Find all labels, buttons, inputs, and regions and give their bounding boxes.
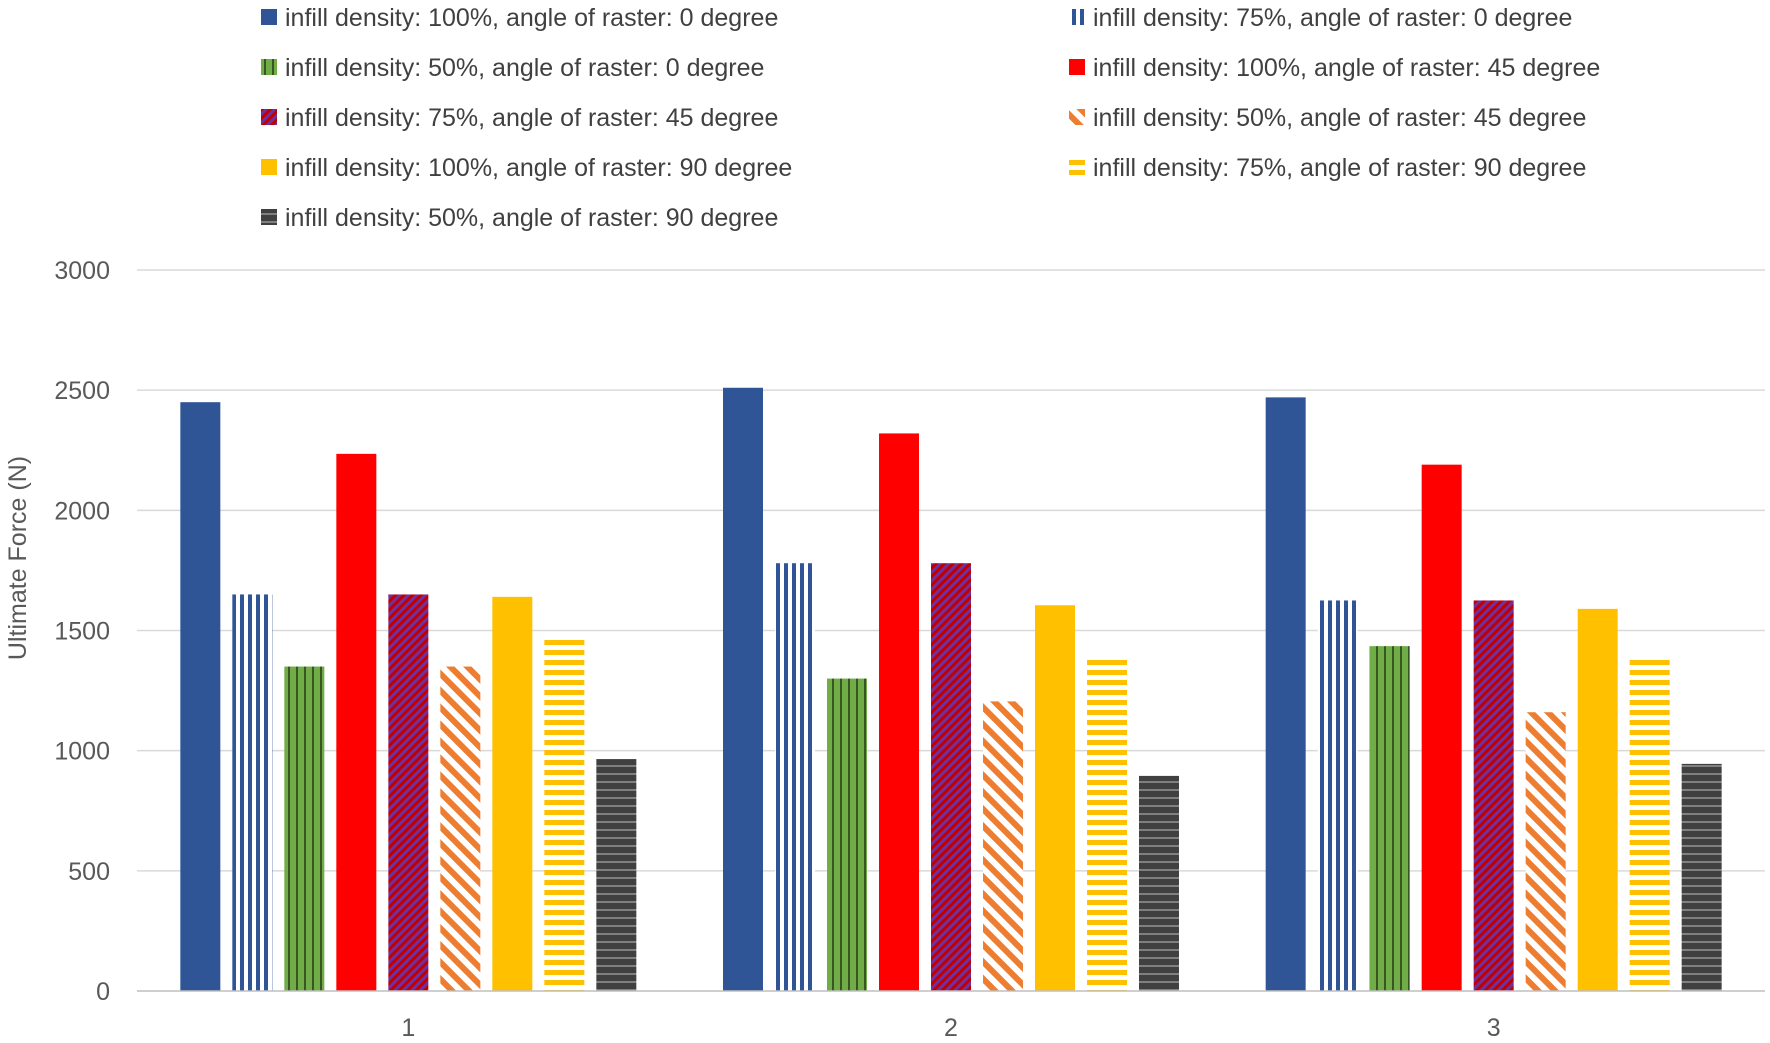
bar	[931, 563, 971, 991]
legend-item: infill density: 75%, angle of raster: 0 …	[1069, 4, 1572, 32]
legend-swatch	[1069, 59, 1085, 75]
legend-swatch	[261, 9, 277, 25]
legend-item: infill density: 50%, angle of raster: 0 …	[261, 54, 764, 82]
legend-label: infill density: 75%, angle of raster: 45…	[285, 104, 778, 132]
legend-swatch	[1069, 109, 1085, 125]
y-tick-label: 2000	[54, 497, 110, 525]
x-tick-label: 1	[401, 1014, 415, 1042]
y-tick-label: 1500	[54, 618, 110, 646]
y-tick-label: 1000	[54, 738, 110, 766]
y-axis-ticks: 0 500 1000 1500 2000 2500 3000	[54, 257, 110, 1006]
x-axis-ticks: 1 2 3	[401, 1014, 1500, 1042]
y-tick-label: 500	[68, 858, 110, 886]
legend-item: infill density: 75%, angle of raster: 90…	[1069, 154, 1586, 182]
bar	[596, 759, 637, 991]
legend-label: infill density: 100%, angle of raster: 9…	[285, 154, 792, 182]
bar	[492, 596, 533, 991]
bar	[1525, 712, 1566, 991]
bar	[879, 433, 919, 992]
bar	[440, 666, 481, 991]
bar	[1087, 658, 1127, 991]
bar	[1139, 775, 1179, 991]
bar	[1577, 608, 1618, 991]
bar	[180, 402, 221, 991]
legend-label: infill density: 50%, angle of raster: 45…	[1093, 104, 1586, 132]
legend-item: infill density: 100%, angle of raster: 0…	[261, 4, 778, 32]
legend-swatch	[1069, 159, 1085, 175]
legend-swatch	[261, 209, 277, 225]
x-tick-label: 2	[944, 1014, 958, 1042]
bar	[775, 563, 815, 991]
y-tick-label: 0	[96, 978, 110, 1006]
legend-label: infill density: 50%, angle of raster: 0 …	[285, 54, 764, 82]
legend-label: infill density: 75%, angle of raster: 0 …	[1093, 4, 1572, 32]
bar	[1317, 600, 1358, 991]
bar	[336, 453, 377, 992]
legend-swatch	[1069, 9, 1085, 25]
bar	[723, 387, 763, 992]
legend-label: infill density: 75%, angle of raster: 90…	[1093, 154, 1586, 182]
y-tick-label: 2500	[54, 377, 110, 405]
bar	[1369, 646, 1410, 991]
legend-item: infill density: 50%, angle of raster: 45…	[1069, 104, 1586, 132]
legend-swatch	[261, 159, 277, 175]
legend: infill density: 100%, angle of raster: 0…	[261, 4, 1600, 232]
legend-label: infill density: 100%, angle of raster: 4…	[1093, 54, 1600, 82]
bar	[232, 594, 273, 991]
bar	[983, 701, 1023, 991]
legend-item: infill density: 75%, angle of raster: 45…	[261, 104, 778, 132]
legend-label: infill density: 100%, angle of raster: 0…	[285, 4, 778, 32]
bars	[180, 387, 1722, 992]
bar	[388, 594, 429, 991]
bar	[1421, 464, 1462, 991]
bar	[284, 666, 325, 991]
bar	[1473, 600, 1514, 991]
legend-item: infill density: 50%, angle of raster: 90…	[261, 204, 778, 232]
bar	[827, 678, 867, 991]
legend-swatch	[261, 109, 277, 125]
legend-item: infill density: 100%, angle of raster: 9…	[261, 154, 792, 182]
bar	[1681, 763, 1722, 991]
bar	[1035, 605, 1075, 991]
y-axis-label: Ultimate Force (N)	[4, 456, 32, 660]
y-tick-label: 3000	[54, 257, 110, 285]
legend-swatch	[261, 59, 277, 75]
bar	[1629, 659, 1670, 991]
legend-item: infill density: 100%, angle of raster: 4…	[1069, 54, 1600, 82]
bar	[544, 637, 585, 991]
legend-label: infill density: 50%, angle of raster: 90…	[285, 204, 778, 232]
bar	[1265, 397, 1306, 991]
x-tick-label: 3	[1487, 1014, 1501, 1042]
